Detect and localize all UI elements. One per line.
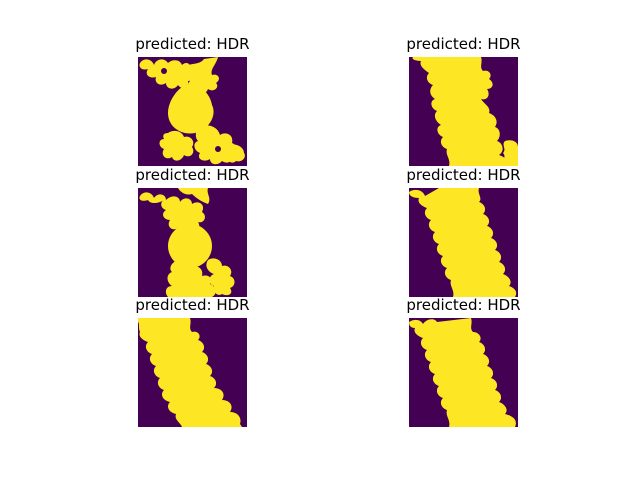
panel-title: predicted: HDR <box>135 166 250 184</box>
julia-fractal-image <box>138 188 247 297</box>
julia-fractal-image <box>409 318 518 427</box>
julia-fractal-image <box>409 188 518 297</box>
panel-title: predicted: HDR <box>135 35 250 53</box>
panel-title: predicted: HDR <box>135 296 250 314</box>
panel-title: predicted: HDR <box>406 166 521 184</box>
julia-fractal-image <box>138 318 247 427</box>
julia-fractal-image <box>138 57 247 166</box>
panel-title: predicted: HDR <box>406 296 521 314</box>
julia-fractal-image <box>409 57 518 166</box>
panel-title: predicted: HDR <box>406 35 521 53</box>
